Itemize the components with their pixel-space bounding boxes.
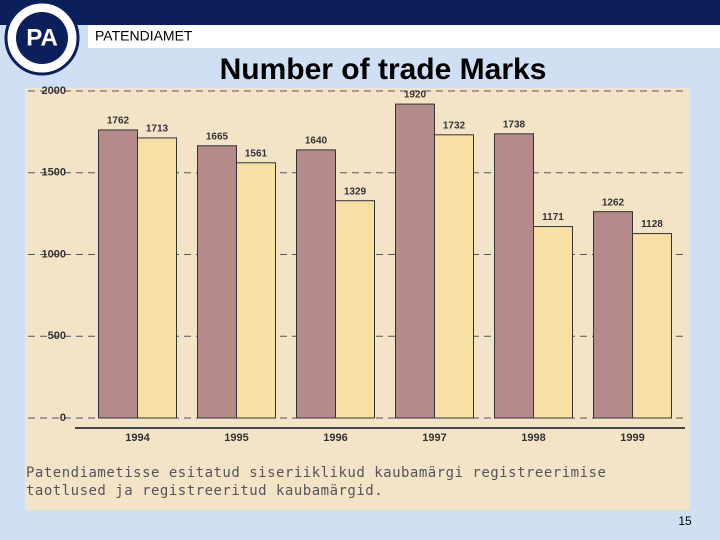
y-tick-label: 1500: [42, 167, 66, 179]
value-label: 1920: [404, 90, 427, 101]
x-tick-label: 1997: [422, 432, 446, 444]
bar: [335, 200, 375, 419]
bar: [98, 129, 138, 419]
bar: [236, 162, 276, 419]
bar: [593, 211, 633, 419]
x-tick-label: 1994: [125, 432, 150, 444]
bar: [197, 145, 237, 419]
x-tick-label: 1998: [521, 432, 545, 444]
bar: [533, 226, 573, 419]
bar: [395, 103, 435, 419]
value-label: 1732: [443, 120, 466, 131]
chart-caption: Patendiametisse esitatud siseriiklikud k…: [26, 465, 607, 499]
value-label: 1665: [206, 131, 229, 142]
value-label: 1262: [602, 197, 625, 208]
header-text: PATENDIAMET: [95, 28, 193, 44]
bar: [434, 134, 474, 419]
value-label: 1640: [305, 136, 328, 147]
bar: [296, 149, 336, 419]
logo: PA: [4, 0, 80, 76]
x-tick-label: 1995: [224, 432, 248, 444]
bar: [137, 137, 177, 419]
value-label: 1561: [245, 148, 268, 159]
value-label: 1738: [503, 119, 526, 130]
bar: [632, 233, 672, 419]
x-tick-label: 1996: [323, 432, 347, 444]
y-tick-label: 0: [60, 412, 66, 424]
bar: [494, 133, 534, 419]
value-label: 1762: [107, 116, 130, 127]
value-label: 1713: [146, 124, 169, 135]
page-number: 15: [678, 514, 692, 528]
value-label: 1329: [344, 186, 367, 197]
y-tick-label: 2000: [42, 85, 66, 97]
x-tick-label: 1999: [620, 432, 644, 444]
header-strip: [88, 25, 720, 48]
svg-text:PA: PA: [26, 24, 58, 51]
y-tick-label: 500: [48, 330, 66, 342]
top-band: [0, 0, 720, 25]
value-label: 1171: [542, 212, 564, 223]
value-label: 1128: [641, 219, 663, 230]
chart-title: Number of trade Marks: [220, 53, 547, 86]
y-tick-label: 1000: [42, 248, 66, 260]
